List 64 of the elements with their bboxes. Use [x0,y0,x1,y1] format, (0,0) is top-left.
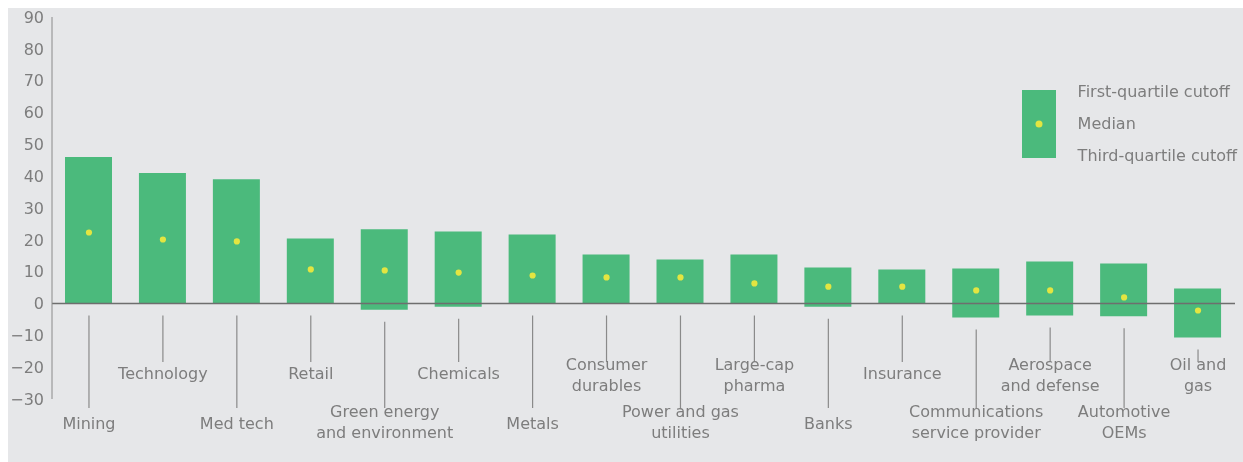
y-tick-label: 0 [33,294,44,314]
bar [878,269,926,304]
point [233,238,240,245]
x-tick-label: Automotive OEMs [1077,402,1171,442]
y-tick-label: 60 [23,103,44,123]
x-tick-label: Communications service provider [908,402,1044,442]
x-tick-label: Oil and gas [1169,355,1227,395]
y-tick-label: −30 [10,389,44,409]
x-tick-label: Banks [804,414,853,433]
y-tick-label: 90 [23,7,44,27]
y-tick-label: 80 [23,39,44,59]
bar [1100,263,1148,317]
annotation: First-quartile cutoff [1077,81,1231,103]
point [825,283,832,290]
x-tick-label: Green energy and environment [316,402,454,442]
point [1194,307,1202,314]
point [1121,294,1128,301]
x-tick-label: Consumer durables [565,355,648,395]
point [455,269,462,276]
x-tick-label: Technology [117,364,208,383]
bar [360,229,408,310]
y-tick-label: −10 [10,326,44,346]
point [677,274,684,281]
y-tick-label: 50 [23,135,44,155]
x-tick-label: Mining [62,414,116,433]
bar [804,267,852,307]
point [899,283,906,290]
x-tick-label: Retail [288,364,334,383]
point [973,287,980,294]
x-tick-label: Med tech [199,414,274,433]
bar [212,179,260,304]
x-tick-label: Large-cap pharma [714,355,795,395]
point [85,229,93,236]
point [529,272,536,279]
point [307,266,314,273]
point [1047,287,1054,294]
x-tick-label: Chemicals [417,364,500,383]
y-tick-label: 30 [23,198,44,218]
bar [508,234,556,304]
point [159,236,166,243]
point [751,280,758,287]
bar [1026,261,1074,316]
bar [65,157,112,304]
y-tick-label: −20 [10,357,44,377]
y-tick-label: 40 [23,166,44,186]
bar [952,268,1000,318]
x-tick-label: Aerospace and defense [1000,355,1100,395]
bar [138,172,186,304]
bar [582,254,630,304]
bar [286,238,334,304]
bar [656,259,704,304]
point [603,274,610,281]
bar [1174,288,1222,338]
bar [434,231,482,307]
y-tick-label: 10 [23,262,44,282]
bar [730,254,778,304]
point [381,267,388,274]
legend-label: Median [1077,113,1137,135]
y-tick-label: 20 [23,230,44,250]
annotation: Third-quartile cutoff [1077,145,1237,167]
x-tick-label: Insurance [863,364,942,383]
x-tick-label: Metals [506,414,559,433]
y-tick-label: 70 [23,71,44,91]
x-tick-label: Power and gas utilities [621,402,739,442]
